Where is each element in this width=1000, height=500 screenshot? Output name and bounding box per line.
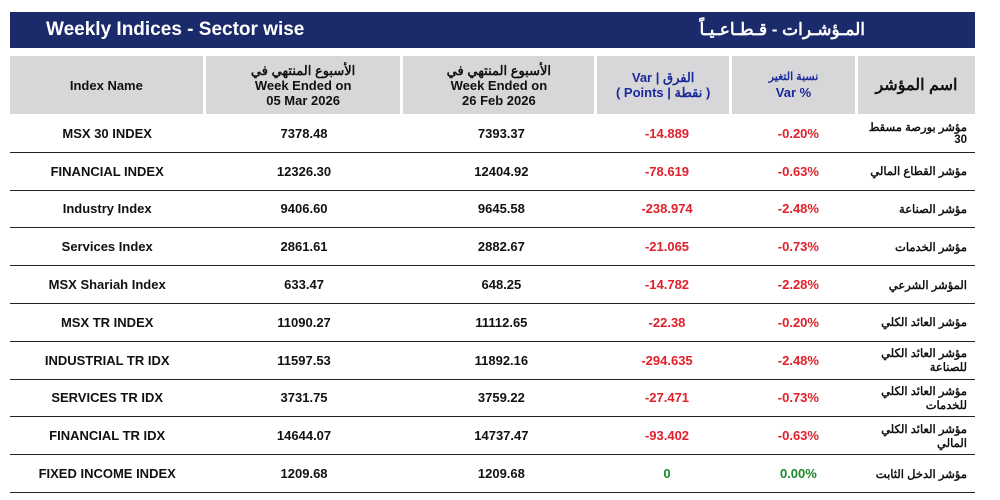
variation-points-cell: 0: [663, 466, 671, 482]
header-index-name: Index Name: [10, 56, 203, 114]
previous-value-cell: 9645.58: [477, 201, 525, 217]
index-name-cell: MSX Shariah Index: [48, 277, 166, 293]
previous-value-cell: 14737.47: [474, 428, 529, 444]
variation-points-cell: -22.38: [648, 314, 686, 330]
index-name-cell: FINANCIAL TR IDX: [49, 428, 166, 444]
index-name-arabic-cell: مؤشر العائد الكلي: [881, 317, 967, 330]
table-row: MSX 30 INDEX 7378.48 7393.37 -14.889 -0.20% م…: [10, 115, 975, 153]
header-variation-percent: نسبة التغير Var %: [732, 56, 855, 114]
previous-value-cell: 12404.92: [474, 163, 529, 179]
current-value-cell: 11597.53: [277, 352, 331, 368]
variation-percent-cell: -0.20%: [777, 314, 819, 330]
index-name-arabic-cell: مؤشر القطاع المالي: [870, 166, 967, 179]
index-name-arabic-cell: مؤشر العائد الكلي للخدمات: [881, 385, 967, 412]
table-row: Services Index 2861.61 2882.67 -21.065 -0.73…: [10, 228, 975, 267]
variation-points-cell: -14.782: [644, 277, 690, 293]
current-value-cell: 3731.75: [280, 390, 328, 406]
previous-value-cell: 3759.22: [477, 390, 525, 406]
current-value-cell: 9406.60: [280, 201, 328, 217]
index-name-cell: MSX TR INDEX: [60, 314, 154, 330]
table-row: FINANCIAL TR IDX 14644.07 14737.47 -93.402 -…: [10, 417, 975, 456]
header-index-name-arabic: اسم المؤشر: [857, 56, 975, 114]
variation-points-cell: -78.619: [644, 163, 690, 179]
index-name-arabic-cell: المؤشر الشرعي: [888, 279, 967, 292]
current-value-cell: 633.47: [284, 277, 324, 293]
current-value-cell: 14644.07: [276, 428, 332, 444]
current-value-cell: 1209.68: [280, 466, 328, 482]
previous-value-cell: 11892.16: [474, 352, 529, 368]
current-value-cell: 7378.48: [280, 125, 328, 141]
index-name-cell: FINANCIAL INDEX: [50, 163, 164, 179]
variation-points-cell: -27.471: [644, 390, 690, 406]
previous-value-cell: 2882.67: [477, 239, 525, 255]
index-name-cell: MSX 30 INDEX: [62, 125, 152, 141]
variation-percent-cell: 0.00%: [779, 466, 817, 482]
table-row: SERVICES TR IDX 3731.75 3759.22 -27.471 -0.7…: [10, 380, 975, 418]
variation-percent-cell: -0.63%: [777, 163, 819, 179]
variation-percent-cell: -0.73%: [777, 390, 819, 406]
table-row: MSX TR INDEX 11090.27 11112.65 -22.38 -0.20%…: [10, 304, 975, 342]
variation-percent-cell: -2.48%: [777, 352, 819, 368]
header-variation-points: Var | الفرق ( Points | نقطة ): [597, 56, 730, 114]
index-name-arabic-cell: مؤشر العائد الكلي المالي: [881, 423, 967, 450]
previous-value-cell: 11112.65: [475, 314, 528, 330]
variation-percent-cell: -0.20%: [777, 125, 819, 141]
current-value-cell: 11090.27: [277, 314, 331, 330]
index-name-cell: INDUSTRIAL TR IDX: [44, 352, 170, 368]
header-current-week: الأسبوع المنتهي في Week Ended on 05 Mar …: [205, 56, 401, 114]
table-row: MSX Shariah Index 633.47 648.25 -14.782 -2.2…: [10, 266, 975, 304]
variation-percent-cell: -0.73%: [777, 239, 819, 255]
table-row: INDUSTRIAL TR IDX 11597.53 11892.16 -294.63…: [10, 342, 975, 380]
previous-value-cell: 7393.37: [477, 125, 525, 141]
index-name-arabic-cell: مؤشر العائد الكلي للصناعة: [881, 348, 967, 375]
table-row: FINANCIAL INDEX 12326.30 12404.92 -78.619 -0…: [10, 153, 975, 191]
table-row: FIXED INCOME INDEX 1209.68 1209.68 0 0.00% مؤ…: [10, 455, 975, 493]
variation-percent-cell: -0.63%: [777, 428, 819, 444]
header-previous-week: الأسبوع المنتهي في Week Ended on 26 Feb …: [403, 56, 595, 114]
variation-points-cell: -21.065: [644, 239, 690, 255]
index-name-arabic-cell: مؤشر الصناعة: [899, 203, 967, 216]
table-row: Industry Index 9406.60 9645.58 -238.974 -2.4…: [10, 191, 975, 229]
index-name-cell: Services Index: [61, 239, 153, 255]
table-body: MSX 30 INDEX 7378.48 7393.37 -14.889 -0.20% م…: [10, 115, 975, 493]
title-bar: Weekly Indices - Sector wise المـؤشـرات …: [10, 12, 975, 48]
page-title-arabic: المـؤشـرات - قـطـاعـيـاً: [699, 20, 865, 39]
index-name-cell: SERVICES TR IDX: [51, 390, 164, 406]
index-name-arabic-cell: مؤشر الدخل الثابت: [875, 468, 967, 481]
index-name-cell: Industry Index: [62, 201, 152, 217]
variation-points-cell: -238.974: [641, 201, 693, 217]
variation-points-cell: -93.402: [644, 428, 690, 444]
table-header: Index Name الأسبوع المنتهي في Week Ended…: [10, 56, 975, 114]
page-title: Weekly Indices - Sector wise: [46, 19, 305, 40]
previous-value-cell: 1209.68: [477, 466, 525, 482]
variation-points-cell: -14.889: [644, 125, 690, 141]
variation-points-cell: -294.635: [641, 352, 693, 368]
index-name-cell: FIXED INCOME INDEX: [38, 466, 176, 482]
variation-percent-cell: -2.48%: [777, 201, 819, 217]
index-name-arabic-cell: مؤشر الخدمات: [895, 241, 967, 254]
previous-value-cell: 648.25: [481, 277, 522, 293]
variation-percent-cell: -2.28%: [777, 277, 819, 293]
current-value-cell: 2861.61: [280, 239, 328, 255]
index-name-arabic-cell: مؤشر بورصة مسقط 30: [868, 122, 967, 147]
current-value-cell: 12326.30: [276, 163, 332, 179]
